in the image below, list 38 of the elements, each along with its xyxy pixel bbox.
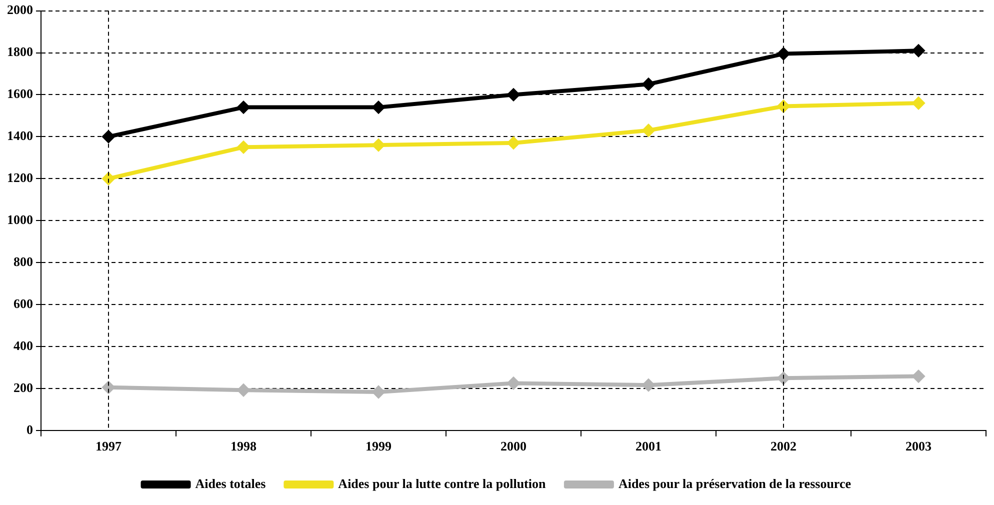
point [372,139,384,152]
y-tick-label: 600 [14,296,33,311]
point [642,379,654,392]
y-tick-label: 0 [26,422,33,437]
point [238,141,250,154]
y-tick-label: 1400 [7,128,33,144]
point [642,78,654,90]
y-tick-label: 1200 [7,170,33,185]
point [912,97,924,110]
y-tick-label: 1600 [7,86,33,102]
y-tick-label: 1000 [7,212,33,227]
point [642,124,654,136]
point [508,377,520,390]
x-tick-label: 1997 [96,438,122,454]
point [912,44,924,57]
x-tick-label: 2000 [500,438,526,454]
point [508,136,520,149]
x-tick-label: 1998 [230,438,257,454]
x-tick-label: 2001 [636,438,662,454]
point [778,48,790,60]
y-tick-label: 2000 [7,2,33,18]
y-tick-label: 400 [14,338,33,353]
legend-label: Aides pour la préservation de la ressource [618,476,852,491]
y-tick-label: 800 [14,254,33,269]
x-tick-label: 2002 [770,438,796,454]
point [238,101,250,114]
legend-label: Aides totales [195,476,266,491]
x-tick-label: 2003 [906,438,932,454]
point [912,370,924,382]
point [238,384,250,396]
point [372,101,384,114]
legend-label: Aides pour la lutte contre la pollution [338,476,546,491]
y-tick-label: 1800 [7,44,33,60]
point [508,88,520,101]
y-tick-label: 200 [14,380,33,395]
point [372,386,384,398]
x-tick-label: 1999 [366,438,392,454]
point [102,130,114,143]
